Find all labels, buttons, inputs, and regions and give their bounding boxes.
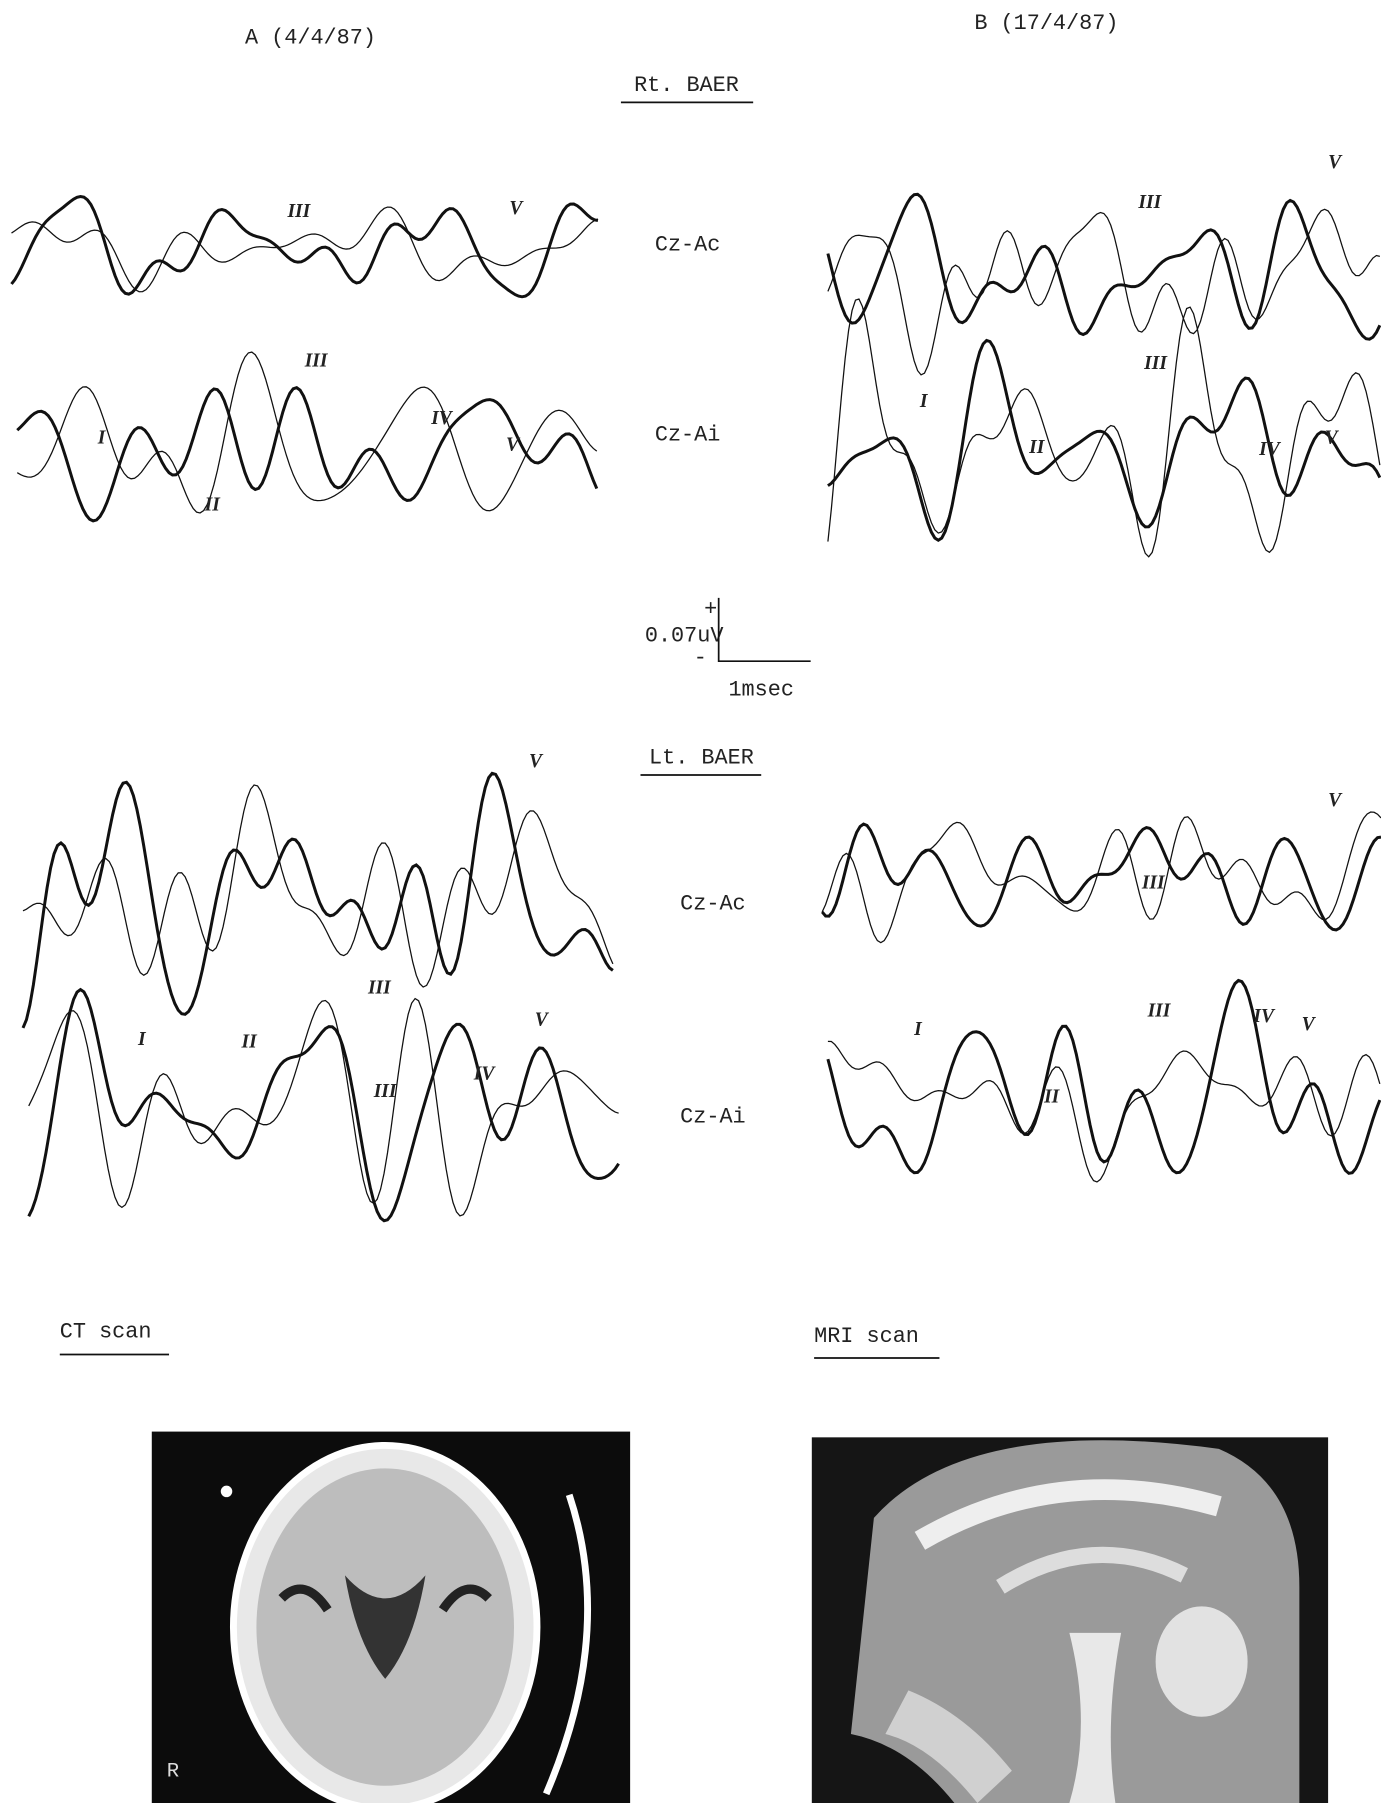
waveform-thick [826, 978, 1381, 1175]
scan-title: MRI scan [814, 1324, 919, 1349]
peak-label: V [529, 751, 544, 772]
scan-marker: R [167, 1760, 179, 1783]
peak-label: V [1325, 428, 1340, 449]
waveform-thick [21, 771, 614, 1029]
mri-image [811, 1437, 1329, 1803]
peak-label: V [1328, 790, 1343, 811]
peak-label: III [1141, 873, 1166, 894]
waveform-thin [821, 811, 1381, 944]
waveform-thin [827, 298, 1381, 558]
peak-label: III [367, 977, 392, 998]
derivation: Cz-Ai [680, 1104, 746, 1129]
peak-label: III [1143, 353, 1168, 374]
ct-image [151, 1431, 631, 1803]
peak-label: I [913, 1019, 923, 1040]
peak-label: III [373, 1081, 398, 1102]
peak-label: II [240, 1031, 258, 1052]
peak-label: IV [430, 408, 454, 429]
section-title: Lt. BAER [649, 746, 754, 771]
waveform-thin [22, 784, 614, 988]
section-title: Rt. BAER [634, 73, 739, 98]
peak-label: I [919, 391, 929, 412]
waveform-thin [28, 997, 619, 1217]
waveform-thick [827, 338, 1381, 542]
peak-label: V [1328, 152, 1343, 173]
scale-amplitude: 0.07uV [645, 624, 724, 649]
scale-minus: - [694, 645, 707, 670]
peak-label: II [1028, 437, 1046, 458]
waveform-thick [821, 822, 1381, 932]
waveform-thick [10, 194, 599, 299]
peak-label: V [1302, 1014, 1317, 1035]
peak-label: III [1137, 192, 1162, 213]
peak-label: V [506, 435, 521, 456]
peak-label: II [1043, 1087, 1061, 1108]
peak-label: IV [1258, 439, 1282, 460]
peak-label: IV [473, 1064, 497, 1085]
scale-plus: + [704, 597, 717, 622]
derivation: Cz-Ai [655, 422, 721, 447]
peak-label: I [137, 1029, 147, 1050]
waveform-thick [826, 192, 1381, 341]
peak-label: V [509, 198, 524, 219]
scan-title: CT scan [60, 1319, 152, 1344]
peak-label: I [97, 428, 107, 449]
waveform-thick [27, 987, 620, 1223]
derivation: Cz-Ac [680, 892, 746, 917]
waveform-thin [11, 206, 599, 293]
scale-time: 1msec [728, 678, 794, 703]
waveform-thin [827, 208, 1381, 376]
derivation: Cz-Ac [655, 233, 721, 258]
peak-label: V [535, 1010, 550, 1031]
peak-label: II [204, 494, 222, 515]
column-label: B (17/4/87) [974, 11, 1118, 36]
waveform-thin [16, 351, 598, 514]
waveform-thin [827, 1040, 1381, 1183]
peak-label: IV [1252, 1006, 1276, 1027]
scale-bar [717, 597, 811, 663]
peak-label: III [1147, 1000, 1172, 1021]
waveform-thick [16, 385, 599, 523]
column-label: A (4/4/87) [245, 26, 376, 51]
peak-label: III [286, 201, 311, 222]
peak-label: III [304, 351, 329, 372]
